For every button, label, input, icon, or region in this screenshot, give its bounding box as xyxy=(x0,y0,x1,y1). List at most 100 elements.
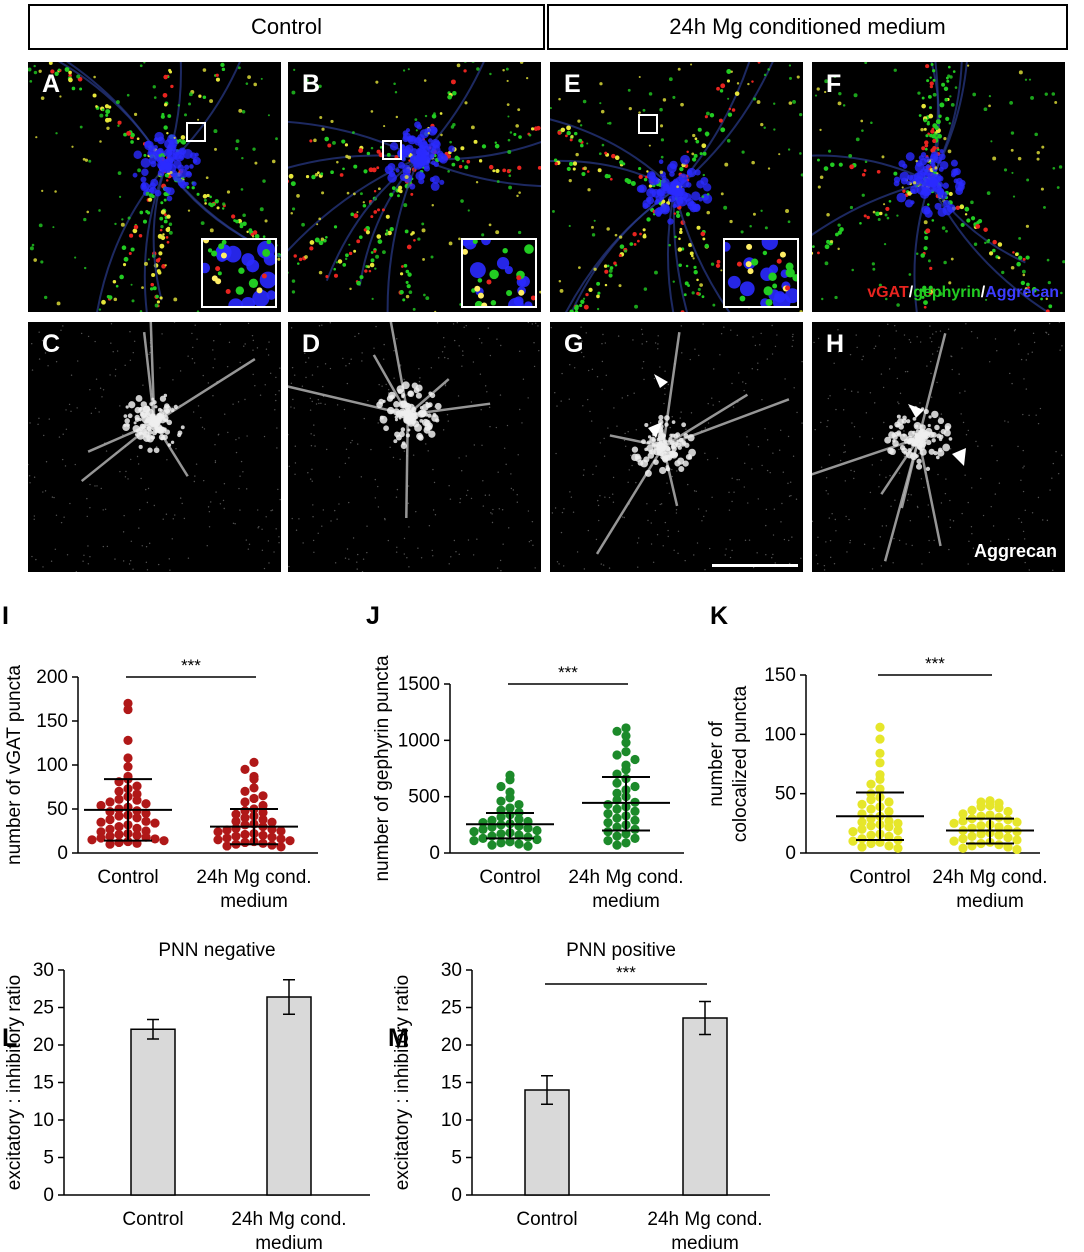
data-point xyxy=(612,726,622,736)
category-label: 24h Mg cond. xyxy=(231,1209,346,1230)
data-point xyxy=(857,799,867,809)
panel-label-J: J xyxy=(366,602,380,630)
chart-title: PNN positive xyxy=(566,940,676,961)
micrograph-E: E xyxy=(550,62,803,312)
bar xyxy=(524,1089,570,1196)
data-point xyxy=(848,836,858,846)
data-point xyxy=(532,834,542,845)
y-tick-label: 0 xyxy=(57,843,68,864)
y-tick-label: 50 xyxy=(775,784,796,805)
significance-label: *** xyxy=(558,663,578,682)
data-point xyxy=(222,833,232,843)
data-point xyxy=(231,816,241,826)
data-point xyxy=(114,837,124,848)
data-point xyxy=(1003,842,1013,852)
data-point xyxy=(875,734,885,744)
data-point xyxy=(114,822,124,832)
micrograph-A: A xyxy=(28,62,281,312)
data-point xyxy=(132,823,142,833)
y-tick-label: 500 xyxy=(408,787,440,808)
legend-gephyrin: gephyrin xyxy=(913,284,981,301)
zoom-box xyxy=(638,114,658,134)
data-point xyxy=(994,830,1004,840)
arrowhead-icon xyxy=(648,422,662,438)
y-tick-label: 0 xyxy=(429,843,440,864)
data-point xyxy=(857,817,867,827)
micrograph-C-image xyxy=(28,322,281,572)
data-point xyxy=(141,832,151,842)
data-point xyxy=(496,829,506,839)
data-point xyxy=(87,835,97,845)
data-point xyxy=(994,822,1004,832)
category-label: medium xyxy=(671,1233,739,1252)
data-point xyxy=(240,786,250,797)
y-axis-label: colocalized puncta xyxy=(730,685,751,842)
data-point xyxy=(96,800,106,811)
y-axis-label: number of gephyrin puncta xyxy=(372,655,393,881)
data-point xyxy=(985,810,995,820)
data-point xyxy=(132,813,142,823)
data-point xyxy=(621,765,631,775)
data-point xyxy=(231,809,241,819)
micrograph-B: B xyxy=(288,62,541,312)
data-point xyxy=(621,731,631,741)
y-tick-label: 0 xyxy=(785,843,796,864)
data-point xyxy=(141,799,151,809)
panel-label-I: I xyxy=(2,602,9,630)
data-point xyxy=(514,799,524,810)
significance-label: *** xyxy=(925,654,945,673)
data-point xyxy=(884,831,894,841)
category-label: 24h Mg cond. xyxy=(196,867,311,888)
data-point xyxy=(612,788,622,798)
data-point xyxy=(612,831,622,841)
legend-aggrecan: Aggrecan xyxy=(985,284,1059,301)
data-point xyxy=(603,799,613,810)
arrowhead-icon xyxy=(908,404,924,418)
category-label: medium xyxy=(220,891,288,912)
data-point xyxy=(105,797,115,807)
micrograph-G: G xyxy=(550,322,803,572)
micrograph-D-image xyxy=(288,322,540,572)
y-tick-label: 25 xyxy=(33,998,54,1019)
data-point xyxy=(478,833,488,843)
y-tick-label: 50 xyxy=(47,799,68,820)
y-axis-label: number of vGAT puncta xyxy=(4,665,25,865)
y-tick-label: 0 xyxy=(451,1185,462,1206)
y-tick-label: 100 xyxy=(36,755,68,776)
panel-label-E: E xyxy=(564,70,581,98)
data-point xyxy=(866,821,876,831)
data-point xyxy=(496,796,506,806)
data-point xyxy=(132,781,142,791)
data-point xyxy=(523,832,533,842)
data-point xyxy=(994,840,1004,850)
data-point xyxy=(603,808,613,819)
legend-sep: / xyxy=(980,284,986,301)
data-point xyxy=(240,829,250,840)
data-point xyxy=(976,821,986,831)
chart-I: I 0 50 100 150 200 number of vGAT puncta Contro… xyxy=(2,602,318,912)
header-control: Control xyxy=(28,4,545,50)
data-point xyxy=(222,841,232,851)
micrograph-F-image xyxy=(812,62,1065,312)
data-point xyxy=(123,735,133,745)
y-tick-label: 200 xyxy=(36,667,68,688)
category-label: Control xyxy=(97,867,158,888)
y-axis-label: excitatory : inhibitory ratio xyxy=(392,975,413,1190)
data-point xyxy=(630,781,640,792)
data-point xyxy=(267,817,277,827)
data-point xyxy=(487,840,497,850)
data-point xyxy=(630,824,640,834)
data-point xyxy=(967,831,977,841)
category-label: medium xyxy=(956,891,1024,912)
data-point xyxy=(857,842,867,852)
y-axis-label: number of xyxy=(706,721,727,807)
category-label: medium xyxy=(592,891,660,912)
data-point xyxy=(213,835,223,845)
data-point xyxy=(532,825,542,836)
data-point xyxy=(487,815,497,825)
bar xyxy=(130,1028,176,1196)
data-point xyxy=(630,754,640,765)
data-point xyxy=(240,820,250,830)
data-point xyxy=(114,811,124,821)
